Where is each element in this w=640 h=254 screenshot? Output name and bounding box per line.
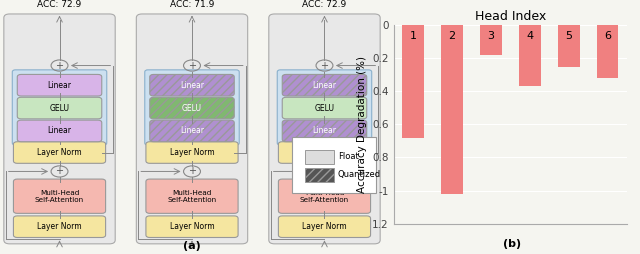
- Text: 1: 1: [410, 31, 417, 41]
- Text: Linear: Linear: [47, 81, 72, 90]
- Bar: [558, 25, 579, 67]
- FancyBboxPatch shape: [282, 120, 367, 142]
- Text: Linear: Linear: [312, 81, 337, 90]
- FancyBboxPatch shape: [146, 179, 238, 213]
- FancyBboxPatch shape: [4, 14, 115, 244]
- Text: +: +: [321, 166, 328, 177]
- Text: ACC: 72.9: ACC: 72.9: [302, 0, 347, 9]
- FancyBboxPatch shape: [292, 137, 376, 193]
- Text: Quantized: Quantized: [338, 170, 381, 179]
- Text: GELU: GELU: [49, 104, 70, 113]
- FancyBboxPatch shape: [305, 150, 334, 164]
- FancyBboxPatch shape: [269, 14, 380, 244]
- Text: (a): (a): [183, 242, 201, 251]
- Text: Layer Norm: Layer Norm: [302, 148, 347, 157]
- FancyBboxPatch shape: [146, 216, 238, 237]
- Text: 2: 2: [449, 31, 456, 41]
- FancyBboxPatch shape: [17, 74, 102, 96]
- FancyBboxPatch shape: [277, 70, 372, 145]
- Text: Layer Norm: Layer Norm: [302, 222, 347, 231]
- FancyBboxPatch shape: [136, 14, 248, 244]
- Bar: [403, 25, 424, 138]
- Bar: [519, 25, 541, 87]
- FancyBboxPatch shape: [282, 74, 367, 96]
- Text: +: +: [56, 60, 63, 71]
- FancyBboxPatch shape: [13, 216, 106, 237]
- Text: Linear: Linear: [312, 126, 337, 135]
- FancyBboxPatch shape: [17, 120, 102, 142]
- FancyBboxPatch shape: [278, 179, 371, 213]
- FancyBboxPatch shape: [150, 74, 234, 96]
- Bar: [480, 25, 502, 55]
- Text: GELU: GELU: [314, 104, 335, 113]
- Text: +: +: [188, 166, 196, 177]
- FancyBboxPatch shape: [305, 168, 334, 182]
- Text: Layer Norm: Layer Norm: [170, 222, 214, 231]
- Text: 5: 5: [565, 31, 572, 41]
- FancyBboxPatch shape: [150, 120, 234, 142]
- FancyBboxPatch shape: [12, 70, 107, 145]
- FancyBboxPatch shape: [278, 216, 371, 237]
- FancyBboxPatch shape: [278, 142, 371, 163]
- FancyBboxPatch shape: [150, 97, 234, 119]
- FancyBboxPatch shape: [145, 70, 239, 145]
- Text: Float: Float: [338, 152, 358, 161]
- Y-axis label: Accuracy Degradation (%): Accuracy Degradation (%): [356, 56, 367, 193]
- Text: Layer Norm: Layer Norm: [170, 148, 214, 157]
- Bar: [597, 25, 618, 78]
- Text: Layer Norm: Layer Norm: [37, 148, 82, 157]
- Text: Linear: Linear: [180, 126, 204, 135]
- FancyBboxPatch shape: [13, 179, 106, 213]
- Text: Layer Norm: Layer Norm: [37, 222, 82, 231]
- Text: Multi-Head
Self-Attention: Multi-Head Self-Attention: [300, 190, 349, 203]
- Text: GELU: GELU: [182, 104, 202, 113]
- Title: Head Index: Head Index: [475, 10, 546, 23]
- Text: 6: 6: [604, 31, 611, 41]
- Text: 3: 3: [488, 31, 495, 41]
- Text: ACC: 71.9: ACC: 71.9: [170, 0, 214, 9]
- FancyBboxPatch shape: [282, 97, 367, 119]
- Text: Linear: Linear: [47, 126, 72, 135]
- Text: +: +: [188, 60, 196, 71]
- Text: Multi-Head
Self-Attention: Multi-Head Self-Attention: [168, 190, 216, 203]
- Text: (b): (b): [503, 239, 521, 249]
- Text: +: +: [321, 60, 328, 71]
- Text: 4: 4: [526, 31, 533, 41]
- Text: +: +: [56, 166, 63, 177]
- Text: Multi-Head
Self-Attention: Multi-Head Self-Attention: [35, 190, 84, 203]
- FancyBboxPatch shape: [13, 142, 106, 163]
- Text: ACC: 72.9: ACC: 72.9: [37, 0, 82, 9]
- Text: Linear: Linear: [180, 81, 204, 90]
- Bar: [442, 25, 463, 194]
- FancyBboxPatch shape: [146, 142, 238, 163]
- FancyBboxPatch shape: [17, 97, 102, 119]
